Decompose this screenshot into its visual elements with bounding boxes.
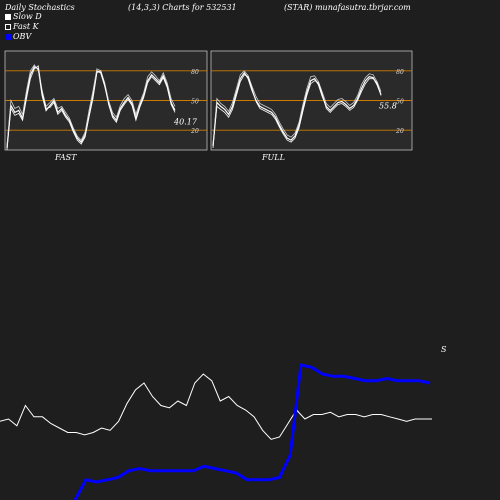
price-last-label: S (441, 345, 447, 354)
stochastic-panel-1: 20 50 80 55.8 (210, 50, 413, 151)
level-label-50: 50 (191, 99, 199, 106)
level-label-50: 50 (396, 99, 404, 106)
legend-swatch-fast-k (5, 24, 11, 30)
level-label-80: 80 (396, 69, 404, 76)
price-obv-panel: S (0, 345, 447, 500)
level-label-80: 80 (191, 69, 199, 76)
stochastic-line-1 (212, 70, 382, 145)
last-value-label: 40.17 (173, 117, 198, 126)
legend-swatch-obv (5, 34, 11, 40)
legend-label-obv: OBV (13, 32, 32, 41)
chart-params: (14,3,3) Charts for 532531 (128, 3, 237, 12)
stochastic-line-2 (212, 74, 382, 149)
obv-line (73, 363, 431, 500)
level-label-20: 20 (395, 128, 404, 135)
stochastic-line-0 (6, 65, 176, 149)
chart-ticker: (STAR) munafasutra.tbrjar.com (284, 3, 411, 12)
full-panel-caption: FULL (262, 153, 285, 162)
stochastic-panel-0: 20 50 80 40.17 (4, 50, 208, 151)
legend-label-fast-k: Fast K (13, 22, 39, 31)
last-value-label: 55.8 (379, 102, 397, 111)
fast-panel-caption: FAST (55, 153, 77, 162)
stochastic-line-0 (212, 71, 382, 147)
chart-title: Daily Stochastics (5, 3, 75, 12)
price-line (0, 373, 432, 440)
legend-swatch-slow-d (5, 14, 11, 20)
level-label-20: 20 (190, 128, 199, 135)
stochastic-line-2 (6, 65, 176, 151)
stochastic-line-1 (6, 64, 176, 146)
legend-label-slow-d: Slow D (13, 12, 42, 21)
